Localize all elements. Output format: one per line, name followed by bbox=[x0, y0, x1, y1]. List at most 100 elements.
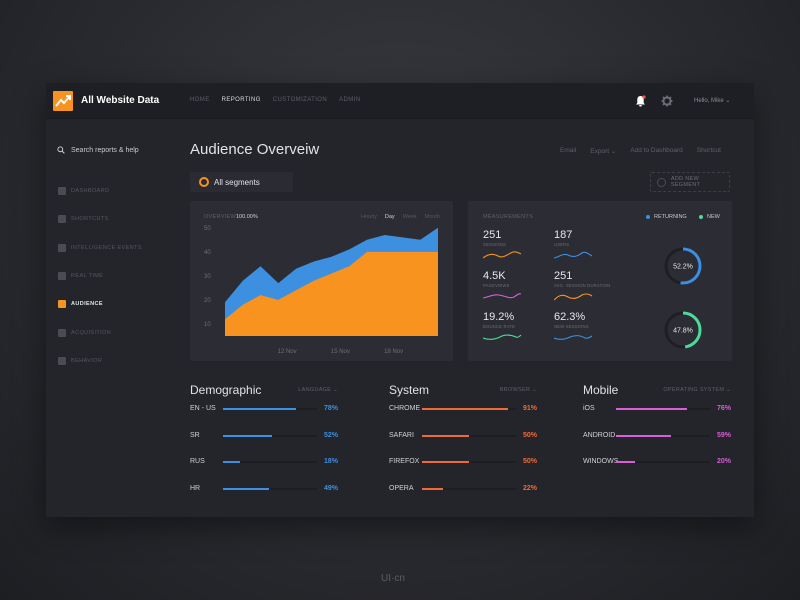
row-percentage: 50% bbox=[522, 431, 537, 439]
y-tick-label: 20 bbox=[204, 298, 211, 304]
metric-label: PAGEVIEWS bbox=[483, 283, 510, 288]
group-rows: EN - US 78% SR 52% RUS 18% HR 49% bbox=[190, 405, 338, 511]
group-demographic: Demographic LANGUAGE ⌄ EN - US 78% SR 52% RUS 1… bbox=[190, 383, 338, 492]
nav-reporting[interactable]: REPORTING bbox=[221, 97, 261, 103]
sparkline bbox=[483, 293, 522, 299]
donut-value: 52.2% bbox=[673, 264, 693, 271]
dashboard-window: All Website Data ⌄ HOME REPORTING CUSTOMIZ… bbox=[46, 83, 754, 517]
sparkline-path bbox=[483, 251, 522, 259]
action-label: Shortcut bbox=[696, 147, 721, 154]
analytics-logo-icon[interactable] bbox=[53, 91, 73, 111]
legend-dot bbox=[646, 215, 650, 219]
donut-returning: 52.2% bbox=[664, 247, 702, 285]
overview-panel: OVERVIEW 100.00% Hourly Day Week Month 10 20… bbox=[190, 201, 453, 361]
progress-fill bbox=[223, 461, 240, 463]
metric-value: 62.3% bbox=[554, 311, 586, 323]
clock-icon bbox=[58, 272, 66, 281]
filter-label: BROWSER bbox=[499, 387, 531, 393]
sparkline bbox=[554, 251, 593, 259]
sparkline bbox=[483, 251, 522, 259]
row-percentage: 76% bbox=[716, 405, 731, 412]
measurements-label: MEASUREMENTS bbox=[483, 214, 534, 220]
sparkline bbox=[554, 335, 593, 340]
group-filter-dropdown[interactable]: BROWSER ⌄ bbox=[500, 387, 537, 393]
gear-icon[interactable] bbox=[661, 95, 673, 107]
donut-arc bbox=[664, 247, 702, 285]
search-icon bbox=[57, 146, 65, 154]
sidebar-item-audience[interactable]: AUDIENCE bbox=[58, 290, 142, 318]
sparkline-path bbox=[554, 335, 593, 340]
plus-circle-icon bbox=[657, 177, 666, 187]
progress-fill bbox=[616, 434, 672, 437]
overview-area-chart: 10 20 30 40 50 12 Nov 15 Nov 18 Nov bbox=[204, 226, 438, 355]
donut-value: 47.8% bbox=[673, 328, 693, 335]
list-item: iOS 76% bbox=[583, 405, 731, 432]
list-item: SR 52% bbox=[190, 432, 338, 459]
tab-week[interactable]: Week bbox=[402, 214, 417, 220]
progress-track bbox=[422, 408, 516, 410]
sidebar-item-real-time[interactable]: REAL TIME bbox=[58, 262, 142, 290]
group-title: System bbox=[389, 383, 430, 397]
metric-value: 187 bbox=[554, 229, 573, 241]
group-rows: CHROME 91% SAFARI 50% FIREFOX 50% OPERA 22% bbox=[389, 405, 537, 511]
nav-admin[interactable]: ADMIN bbox=[339, 97, 361, 103]
nav-customization[interactable]: CUSTOMIZATION bbox=[272, 97, 328, 103]
tab-hourly[interactable]: Hourly bbox=[361, 214, 377, 220]
donut-arc bbox=[664, 311, 702, 349]
list-item: ANDROID 59% bbox=[583, 432, 731, 459]
app-title[interactable]: All Website Data bbox=[81, 95, 160, 106]
watermark-text: UI·cn bbox=[381, 573, 405, 584]
user-menu[interactable]: Hello, Mike ⌄ bbox=[694, 98, 731, 104]
row-name: CHROME bbox=[389, 405, 421, 412]
nav-home[interactable]: HOME bbox=[190, 97, 210, 103]
row-name: HR bbox=[190, 484, 201, 492]
sidebar-item-shortcuts[interactable]: SHORTCUTS bbox=[58, 205, 142, 233]
page-title: Audience Overveiw bbox=[190, 141, 320, 158]
chevron-down-icon: ⌄ bbox=[331, 387, 338, 393]
add-to-dashboard-link[interactable]: Add to Dashboard bbox=[630, 147, 682, 155]
shortcut-link[interactable]: Shortcut bbox=[697, 147, 721, 155]
row-percentage: 18% bbox=[323, 458, 338, 465]
row-percentage: 20% bbox=[716, 458, 731, 465]
chevron-down-icon[interactable]: ⌄ bbox=[146, 95, 153, 104]
search-input[interactable]: Search reports & help bbox=[57, 146, 139, 154]
sidebar-item-dashboard[interactable]: DASHBOARD bbox=[58, 177, 142, 205]
header-actions: Email Export ⌄ Add to Dashboard Shortcut bbox=[560, 147, 721, 155]
chevron-down-icon: ⌄ bbox=[724, 387, 731, 393]
sidebar-item-acquisition[interactable]: ACQUISITION bbox=[58, 318, 142, 346]
progress-track bbox=[422, 487, 516, 490]
watermark: UI·cn bbox=[381, 573, 405, 584]
sidebar-item-behavior[interactable]: BEHAVIOR bbox=[58, 347, 142, 375]
metric-label: NEW SESSIONS bbox=[554, 324, 589, 329]
measurements-panel: MEASUREMENTS RETURNING NEW 251 SESSIONS 187 U… bbox=[468, 201, 732, 361]
progress-fill bbox=[616, 461, 635, 463]
sidebar-item-intelligence-events[interactable]: INTELLIGENCE EVENTS bbox=[58, 234, 142, 262]
metric-bounce-rate: 19.2% BOUNCE RATE bbox=[483, 311, 523, 342]
segment-selector[interactable]: All segments bbox=[190, 172, 293, 192]
main-nav: HOME REPORTING CUSTOMIZATION ADMIN bbox=[190, 97, 360, 103]
progress-fill bbox=[223, 408, 297, 410]
sparkline-path bbox=[483, 293, 522, 299]
group-filter-dropdown[interactable]: OPERATING SYSTEM ⌄ bbox=[663, 387, 731, 393]
group-filter-dropdown[interactable]: LANGUAGE ⌄ bbox=[298, 387, 338, 393]
row-percentage: 22% bbox=[522, 484, 537, 492]
metric-label: SESSIONS bbox=[483, 242, 507, 247]
row-name: RUS bbox=[190, 458, 205, 465]
progress-track bbox=[422, 434, 516, 437]
row-percentage: 49% bbox=[323, 484, 338, 492]
list-item: HR 49% bbox=[190, 485, 338, 512]
tab-month[interactable]: Month bbox=[424, 214, 440, 220]
tab-day[interactable]: Day bbox=[384, 214, 395, 220]
row-percentage: 52% bbox=[323, 431, 338, 439]
row-percentage: 50% bbox=[522, 458, 537, 465]
notification-bell-icon[interactable] bbox=[635, 95, 646, 107]
add-new-segment-button[interactable]: ADD NEW SEGMENT bbox=[650, 172, 730, 192]
y-tick-label: 40 bbox=[204, 250, 211, 256]
metric-value: 4.5K bbox=[483, 270, 506, 282]
email-link[interactable]: Email bbox=[560, 147, 576, 155]
metric-pageviews: 4.5K PAGEVIEWS bbox=[483, 270, 523, 301]
metric-new-sessions: 62.3% NEW SESSIONS bbox=[554, 311, 594, 342]
user-greeting: Hello, Mike bbox=[694, 98, 724, 104]
export-link[interactable]: Export ⌄ bbox=[590, 147, 616, 155]
group-title: Demographic bbox=[190, 383, 262, 397]
